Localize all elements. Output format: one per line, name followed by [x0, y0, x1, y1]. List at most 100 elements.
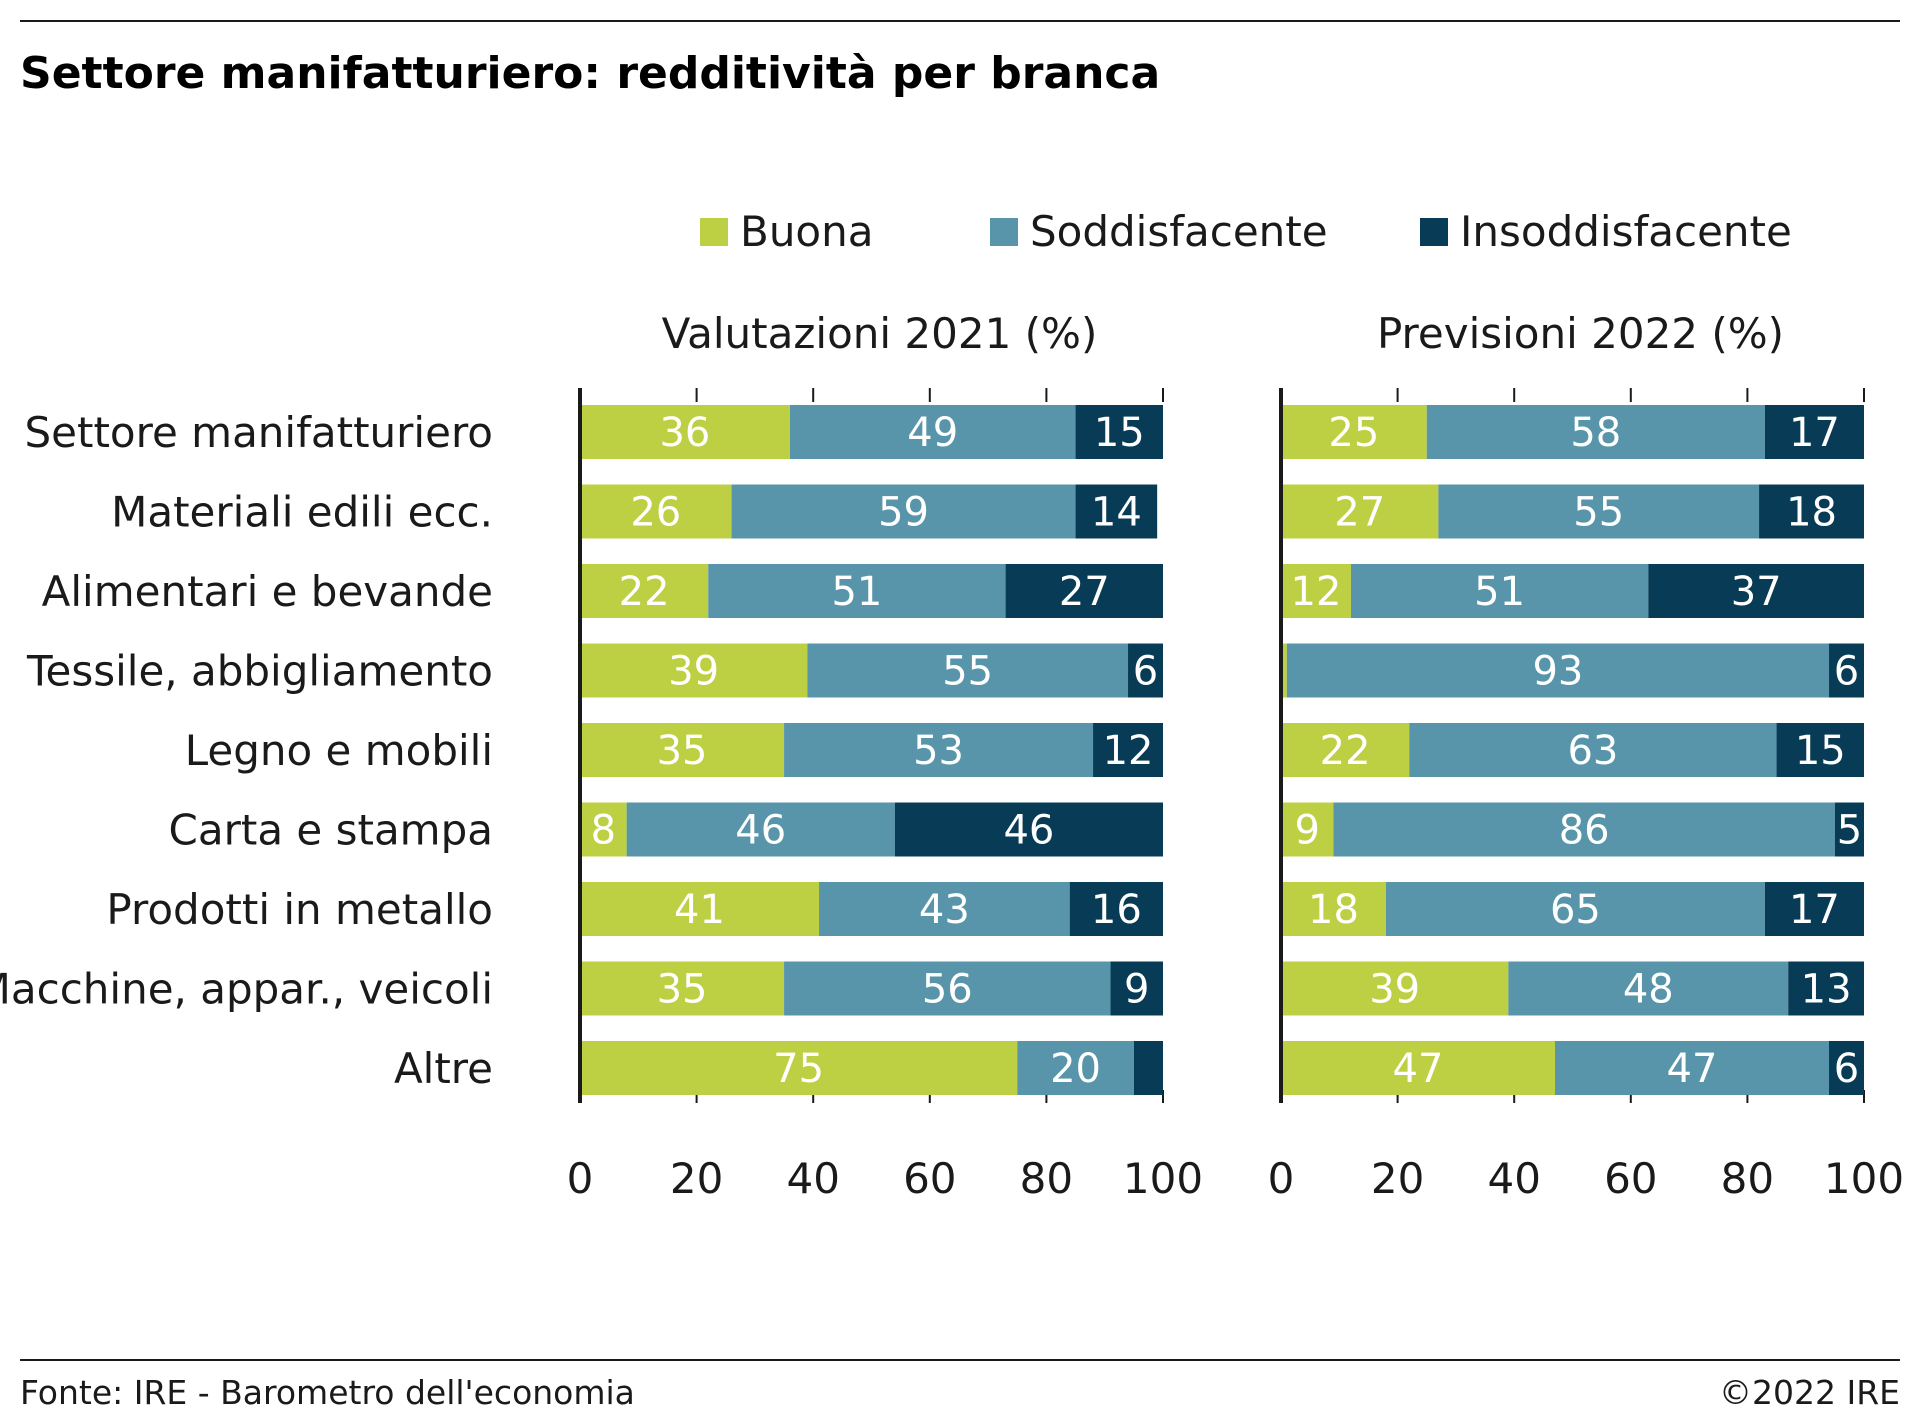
data-label: 15 [1795, 728, 1846, 774]
bar-soddisfacente [1438, 484, 1760, 539]
data-label: 63 [1567, 728, 1618, 774]
data-label: 86 [1559, 808, 1610, 854]
bar-soddisfacente [1409, 723, 1777, 777]
bar-soddisfacente [789, 405, 1076, 459]
bar-soddisfacente [1385, 882, 1765, 936]
bar-soddisfacente [1350, 564, 1649, 618]
bar-soddisfacente [784, 723, 1094, 777]
x-tick-label: 40 [1487, 1154, 1540, 1203]
data-label: 18 [1308, 887, 1359, 933]
legend-label: Insoddisfacente [1460, 207, 1792, 256]
bar-soddisfacente [1286, 643, 1830, 698]
data-label: 35 [657, 728, 708, 774]
panel-previsioni-2022: Previsioni 2022 (%) 0 20 40 60 80 100 25 58 17 27 5… [1268, 309, 1904, 1203]
bar-insoddisfacente [1764, 405, 1864, 459]
legend-item-insoddisfacente: Insoddisfacente [1420, 207, 1792, 256]
data-label: 37 [1731, 569, 1782, 615]
bar-buona [580, 961, 785, 1016]
bar-soddisfacente [784, 961, 1111, 1016]
data-label: 6 [1133, 649, 1158, 695]
bar-buona [1281, 405, 1427, 459]
bar-insoddisfacente [1069, 882, 1163, 936]
bar-buona [1281, 882, 1386, 936]
data-label: 26 [630, 490, 681, 536]
bar-buona [1281, 802, 1334, 857]
data-label: 25 [1328, 410, 1379, 456]
x-tick-label: 60 [903, 1154, 956, 1203]
bar-soddisfacente [1508, 961, 1789, 1016]
panel-title: Valutazioni 2021 (%) [662, 309, 1098, 358]
bar-buona [1281, 643, 1287, 698]
bar-soddisfacente [1555, 1041, 1830, 1095]
x-tick-label: 100 [1824, 1154, 1904, 1203]
bar-soddisfacente [819, 882, 1070, 936]
data-label: 12 [1103, 728, 1154, 774]
bar-soddisfacente [731, 484, 1076, 539]
bar-soddisfacente [626, 802, 895, 857]
data-label: 55 [942, 649, 993, 695]
data-label: 93 [1532, 649, 1583, 695]
bar-soddisfacente [1017, 1041, 1134, 1095]
x-tick-label: 0 [567, 1154, 594, 1203]
legend-item-buona: Buona [700, 207, 874, 256]
legend: Buona Soddisfacente Insoddisfacente [700, 207, 1792, 256]
x-tick-label: 20 [670, 1154, 723, 1203]
data-label: 65 [1550, 887, 1601, 933]
source-note: Fonte: IRE - Barometro dell'economia [20, 1373, 635, 1412]
data-label: 75 [773, 1046, 824, 1092]
x-tick-label: 0 [1268, 1154, 1295, 1203]
data-label: 18 [1786, 490, 1837, 536]
bar-insoddisfacente [1788, 961, 1864, 1016]
category-label: Materiali edili ecc. [111, 488, 493, 537]
category-label: Tessile, abbigliamento [26, 647, 493, 696]
data-label: 46 [1003, 808, 1054, 854]
data-label: 41 [674, 887, 725, 933]
data-label: 39 [668, 649, 719, 695]
data-label: 5 [1837, 808, 1862, 854]
bar-buona [580, 484, 732, 539]
category-label: Alimentari e bevande [42, 567, 493, 616]
bar-buona [1281, 961, 1509, 1016]
data-label: 27 [1059, 569, 1110, 615]
bar-insoddisfacente [1128, 643, 1163, 698]
data-label: 15 [1094, 410, 1145, 456]
x-tick-label: 80 [1721, 1154, 1774, 1203]
x-tick-label: 40 [786, 1154, 839, 1203]
bar-insoddisfacente [1759, 484, 1864, 539]
data-label: 13 [1801, 967, 1852, 1013]
bar-soddisfacente [708, 564, 1006, 618]
bar-buona [580, 564, 709, 618]
data-label: 43 [919, 887, 970, 933]
bar-soddisfacente [1333, 802, 1835, 857]
panel-title: Previsioni 2022 (%) [1377, 309, 1784, 358]
bar-insoddisfacente [1764, 882, 1864, 936]
bar-insoddisfacente [1110, 961, 1163, 1016]
legend-label: Soddisfacente [1030, 207, 1328, 256]
data-label: 35 [657, 967, 708, 1013]
data-label: 8 [591, 808, 616, 854]
data-label: 9 [1124, 967, 1149, 1013]
bar-buona [1281, 1041, 1556, 1095]
data-label: 39 [1369, 967, 1420, 1013]
data-label: 55 [1573, 490, 1624, 536]
bar-insoddisfacente [1093, 723, 1163, 777]
bar-insoddisfacente [1829, 1041, 1864, 1095]
bar-insoddisfacente [1133, 1041, 1163, 1095]
data-label: 56 [922, 967, 973, 1013]
data-label: 36 [659, 410, 710, 456]
legend-label: Buona [740, 207, 874, 256]
chart-title: Settore manifatturiero: redditività per … [20, 48, 1160, 99]
x-tick-label: 100 [1123, 1154, 1203, 1203]
bar-buona [580, 1041, 1018, 1095]
data-label: 53 [913, 728, 964, 774]
data-label: 16 [1091, 887, 1142, 933]
bar-insoddisfacente [1776, 723, 1864, 777]
copyright-note: ©2022 IRE [1719, 1373, 1900, 1412]
data-label: 51 [831, 569, 882, 615]
data-label: 48 [1623, 967, 1674, 1013]
bar-insoddisfacente [1648, 564, 1864, 618]
bar-buona [580, 643, 808, 698]
data-label: 17 [1789, 410, 1840, 456]
